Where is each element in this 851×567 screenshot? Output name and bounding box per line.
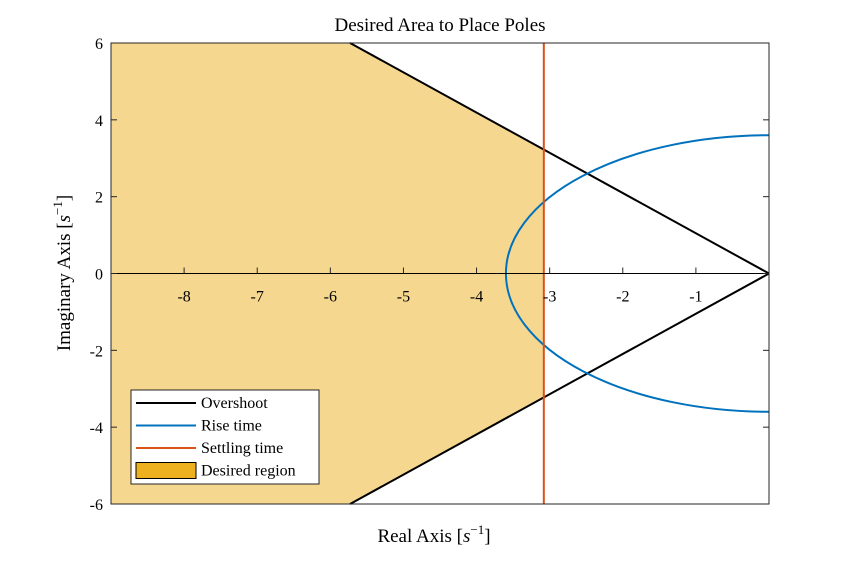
overshoot-line-upper: [349, 42, 770, 275]
ticks-layer: -8 -7 -6 -5 -4 -3 -2 -1 -6 -4 -2 0 2 4 6: [90, 36, 769, 514]
y-axis-label: Imaginary Axis [s−1]: [50, 195, 75, 351]
legend-label-desired-region: Desired region: [201, 463, 296, 480]
x-tick-label: -4: [470, 289, 483, 306]
legend: Overshoot Rise time Settling time Desired r…: [130, 389, 320, 485]
y-tick-label: -2: [90, 343, 103, 360]
y-tick-label: -4: [90, 420, 103, 437]
x-tick-label: -3: [543, 289, 556, 306]
x-tick-label: -5: [397, 289, 410, 306]
y-tick-label: 6: [95, 36, 103, 53]
y-tick-label: -6: [90, 497, 103, 514]
legend-swatch-desired-region: [135, 462, 197, 479]
x-tick-label: -7: [251, 289, 264, 306]
x-tick-label: -8: [177, 289, 190, 306]
x-tick-label: -1: [689, 289, 702, 306]
y-tick-label: 2: [95, 190, 103, 207]
x-tick-label: -2: [616, 289, 629, 306]
legend-label-settling-time: Settling time: [201, 440, 283, 457]
x-tick-label: -6: [324, 289, 337, 306]
legend-label-rise-time: Rise time: [201, 418, 262, 435]
y-tick-label: 4: [95, 113, 103, 130]
chart-title: Desired Area to Place Poles: [334, 15, 545, 36]
x-axis-label: Real Axis [s−1]: [377, 522, 490, 547]
overshoot-line-lower: [349, 272, 770, 505]
y-tick-label: 0: [95, 267, 103, 284]
legend-label-overshoot: Overshoot: [201, 395, 268, 412]
